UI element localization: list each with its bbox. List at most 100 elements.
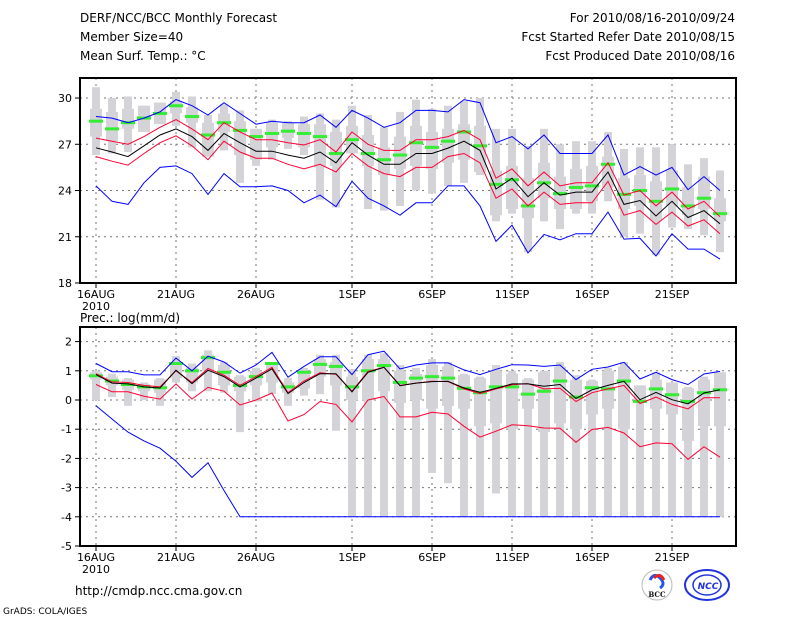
quartile-box: [362, 135, 374, 166]
quartile-box: [426, 131, 438, 169]
green-marker: [377, 158, 391, 162]
x-tick-label: 26AUG: [237, 551, 275, 564]
x-tick-year: 2010: [82, 300, 110, 313]
y-tick-label: 24: [58, 185, 72, 198]
green-marker: [665, 187, 679, 191]
quartile-box: [314, 124, 326, 168]
green-marker: [89, 119, 103, 123]
range-bar: [668, 382, 676, 517]
green-marker: [281, 385, 295, 389]
green-marker: [585, 386, 599, 390]
green-marker: [441, 139, 455, 143]
source-url[interactable]: http://cmdp.ncc.cma.gov.cn: [75, 584, 242, 598]
plot-frame: [79, 326, 737, 547]
range-bar: [412, 367, 420, 517]
range-bar: [348, 369, 356, 517]
quartile-box: [234, 121, 246, 156]
green-marker: [521, 392, 535, 396]
green-marker: [105, 379, 119, 383]
x-tick-label: 16AUG: [77, 288, 115, 301]
range-bar: [652, 372, 660, 517]
range-bar: [524, 378, 532, 517]
green-marker: [505, 178, 519, 182]
quartile-box: [362, 359, 374, 400]
range-bar: [508, 370, 516, 517]
quartile-box: [586, 165, 598, 202]
precip-panel-title: Prec.: log(mm/d): [80, 311, 180, 325]
red-lower-line: [95, 383, 721, 460]
range-bar: [604, 367, 612, 517]
x-tick-label: 21SEP: [655, 288, 690, 301]
green-marker: [329, 364, 343, 368]
quartile-box: [554, 366, 566, 424]
blue-lower-line: [95, 165, 721, 260]
x-tick-label: 16SEP: [575, 551, 610, 564]
x-tick-label: 1SEP: [338, 551, 366, 564]
green-marker: [393, 380, 407, 384]
variable-label: Mean Surf. Temp.: °C: [80, 49, 206, 63]
quartile-box: [410, 125, 422, 166]
x-tick-label: 21SEP: [655, 551, 690, 564]
ensemble-mean-line: [95, 366, 721, 405]
green-marker: [265, 362, 279, 365]
green-marker: [105, 127, 119, 131]
x-tick-label: 26AUG: [237, 288, 275, 301]
green-marker: [201, 356, 215, 360]
green-marker: [489, 385, 503, 389]
range-bar: [540, 370, 548, 517]
forecast-start-date: Fcst Started Refer Date 2010/08/15: [521, 30, 735, 44]
grads-credit: GrADS: COLA/IGES: [3, 607, 87, 617]
quartile-box: [474, 125, 486, 173]
green-marker: [665, 393, 679, 397]
ncc-logo: NCC: [684, 569, 730, 601]
figure-title: DERF/NCC/BCC Monthly Forecast: [80, 11, 277, 25]
green-marker: [473, 144, 487, 148]
quartile-box: [698, 176, 710, 210]
quartile-box: [298, 124, 310, 148]
green-marker: [489, 182, 503, 186]
green-marker: [329, 152, 343, 156]
ncc-logo-text: NCC: [698, 582, 719, 592]
green-marker: [633, 399, 647, 403]
quartile-box: [666, 382, 678, 415]
quartile-box: [570, 168, 582, 210]
quartile-box: [458, 375, 470, 409]
quartile-box: [426, 364, 438, 409]
quartile-box: [714, 198, 726, 222]
green-marker: [425, 145, 439, 149]
quartile-box: [698, 379, 710, 427]
quartile-box: [474, 378, 486, 427]
green-marker: [649, 199, 663, 203]
quartile-box: [570, 379, 582, 430]
green-marker: [553, 192, 567, 196]
green-marker: [601, 162, 615, 166]
green-marker: [361, 369, 375, 373]
range-bar: [588, 379, 596, 517]
green-marker: [169, 362, 183, 365]
green-marker: [121, 383, 135, 387]
range-bar: [332, 354, 340, 431]
quartile-box: [650, 379, 662, 409]
member-size: Member Size=40: [80, 30, 183, 44]
y-tick-label: 2: [65, 336, 72, 349]
blue-upper-line: [95, 99, 721, 191]
y-tick-label: -2: [61, 452, 72, 465]
quartile-box: [586, 381, 598, 415]
quartile-box: [298, 370, 310, 389]
quartile-box: [506, 373, 518, 430]
y-tick-label: 0: [65, 394, 72, 407]
green-marker: [393, 153, 407, 157]
green-marker: [457, 130, 471, 134]
green-marker: [505, 385, 519, 389]
range-bar: [460, 373, 468, 517]
range-bar: [636, 385, 644, 517]
green-marker: [681, 399, 695, 403]
range-bar: [620, 362, 628, 517]
quartile-box: [682, 187, 694, 216]
green-marker: [185, 115, 199, 119]
red-upper-line: [95, 119, 721, 218]
green-marker: [281, 129, 295, 133]
green-marker: [361, 152, 375, 156]
green-marker: [425, 375, 439, 379]
